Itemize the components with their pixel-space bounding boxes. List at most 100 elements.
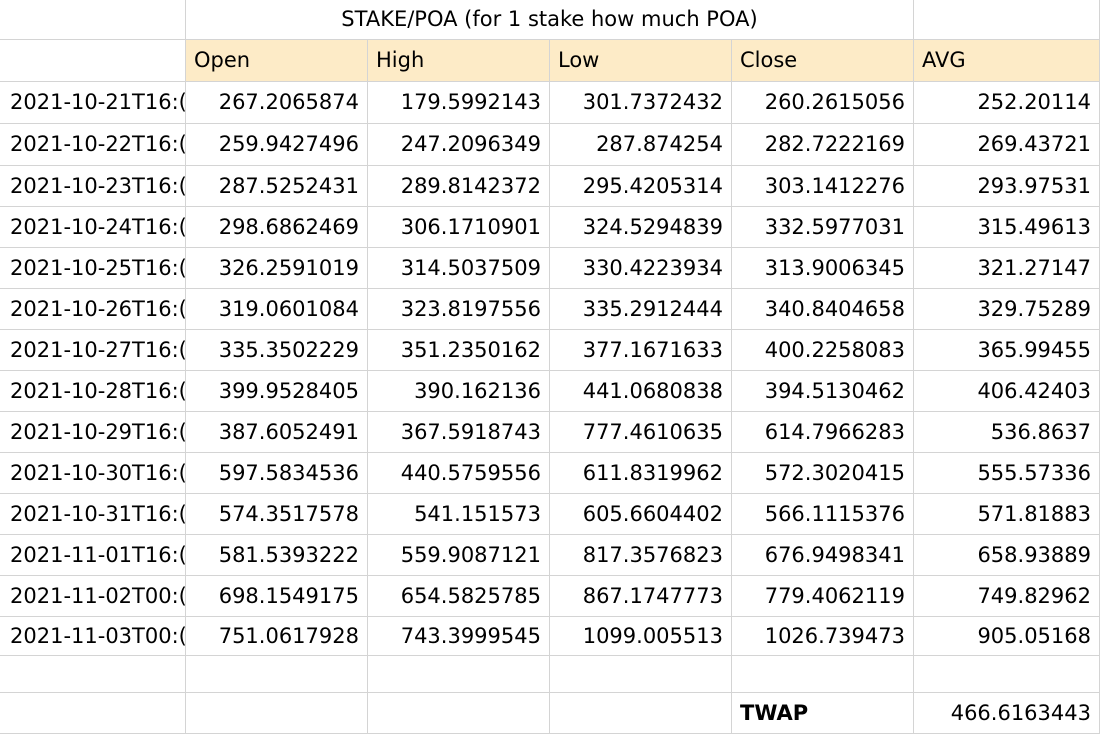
cell-empty[interactable] (914, 656, 1100, 693)
value-cell[interactable]: 1026.739473 (732, 617, 914, 656)
value-cell[interactable]: 289.8142372 (368, 166, 550, 207)
value-cell[interactable]: 566.1115376 (732, 494, 914, 535)
value-cell[interactable]: 441.0680838 (550, 371, 732, 412)
date-cell[interactable]: 2021-10-29T16:( (0, 412, 186, 453)
value-cell[interactable]: 303.1412276 (732, 166, 914, 207)
value-cell[interactable]: 779.4062119 (732, 576, 914, 617)
value-cell[interactable]: 269.43721 (914, 124, 1100, 166)
cell-empty[interactable] (186, 656, 368, 693)
value-cell[interactable]: 698.1549175 (186, 576, 368, 617)
cell-empty[interactable] (368, 693, 550, 734)
value-cell[interactable]: 282.7222169 (732, 124, 914, 166)
value-cell[interactable]: 332.5977031 (732, 207, 914, 248)
cell-empty[interactable] (550, 656, 732, 693)
value-cell[interactable]: 319.0601084 (186, 289, 368, 330)
date-cell[interactable]: 2021-10-30T16:( (0, 453, 186, 494)
value-cell[interactable]: 654.5825785 (368, 576, 550, 617)
value-cell[interactable]: 572.3020415 (732, 453, 914, 494)
value-cell[interactable]: 817.3576823 (550, 535, 732, 576)
value-cell[interactable]: 399.9528405 (186, 371, 368, 412)
value-cell[interactable]: 559.9087121 (368, 535, 550, 576)
value-cell[interactable]: 658.93889 (914, 535, 1100, 576)
value-cell[interactable]: 321.27147 (914, 248, 1100, 289)
date-cell[interactable]: 2021-10-22T16:( (0, 124, 186, 166)
value-cell[interactable]: 252.20114 (914, 82, 1100, 124)
value-cell[interactable]: 340.8404658 (732, 289, 914, 330)
column-header-low[interactable]: Low (550, 40, 732, 82)
cell-empty[interactable] (914, 0, 1100, 40)
value-cell[interactable]: 581.5393222 (186, 535, 368, 576)
date-cell[interactable]: 2021-11-02T00:( (0, 576, 186, 617)
cell-empty[interactable] (0, 40, 186, 82)
date-cell[interactable]: 2021-10-24T16:( (0, 207, 186, 248)
date-cell[interactable]: 2021-10-23T16:( (0, 166, 186, 207)
value-cell[interactable]: 541.151573 (368, 494, 550, 535)
value-cell[interactable]: 298.6862469 (186, 207, 368, 248)
value-cell[interactable]: 387.6052491 (186, 412, 368, 453)
date-cell[interactable]: 2021-10-26T16:( (0, 289, 186, 330)
value-cell[interactable]: 313.9006345 (732, 248, 914, 289)
value-cell[interactable]: 335.3502229 (186, 330, 368, 371)
value-cell[interactable]: 377.1671633 (550, 330, 732, 371)
value-cell[interactable]: 1099.005513 (550, 617, 732, 656)
date-cell[interactable]: 2021-10-21T16:( (0, 82, 186, 124)
value-cell[interactable]: 315.49613 (914, 207, 1100, 248)
value-cell[interactable]: 406.42403 (914, 371, 1100, 412)
cell-empty[interactable] (0, 0, 186, 40)
value-cell[interactable]: 330.4223934 (550, 248, 732, 289)
value-cell[interactable]: 329.75289 (914, 289, 1100, 330)
column-header-close[interactable]: Close (732, 40, 914, 82)
value-cell[interactable]: 777.4610635 (550, 412, 732, 453)
value-cell[interactable]: 676.9498341 (732, 535, 914, 576)
value-cell[interactable]: 905.05168 (914, 617, 1100, 656)
date-cell[interactable]: 2021-10-31T16:( (0, 494, 186, 535)
value-cell[interactable]: 571.81883 (914, 494, 1100, 535)
value-cell[interactable]: 306.1710901 (368, 207, 550, 248)
value-cell[interactable]: 574.3517578 (186, 494, 368, 535)
value-cell[interactable]: 260.2615056 (732, 82, 914, 124)
sheet-title-cell[interactable]: STAKE/POA (for 1 stake how much POA) (186, 0, 914, 40)
date-cell[interactable]: 2021-11-01T16:( (0, 535, 186, 576)
value-cell[interactable]: 400.2258083 (732, 330, 914, 371)
value-cell[interactable]: 605.6604402 (550, 494, 732, 535)
value-cell[interactable]: 749.82962 (914, 576, 1100, 617)
column-header-avg[interactable]: AVG (914, 40, 1100, 82)
value-cell[interactable]: 324.5294839 (550, 207, 732, 248)
value-cell[interactable]: 314.5037509 (368, 248, 550, 289)
date-cell[interactable]: 2021-10-28T16:( (0, 371, 186, 412)
date-cell[interactable]: 2021-10-25T16:( (0, 248, 186, 289)
value-cell[interactable]: 179.5992143 (368, 82, 550, 124)
value-cell[interactable]: 326.2591019 (186, 248, 368, 289)
cell-empty[interactable] (732, 656, 914, 693)
value-cell[interactable]: 743.3999545 (368, 617, 550, 656)
cell-empty[interactable] (550, 693, 732, 734)
twap-label-cell[interactable]: TWAP (732, 693, 914, 734)
value-cell[interactable]: 611.8319962 (550, 453, 732, 494)
value-cell[interactable]: 247.2096349 (368, 124, 550, 166)
value-cell[interactable]: 295.4205314 (550, 166, 732, 207)
value-cell[interactable]: 259.9427496 (186, 124, 368, 166)
column-header-high[interactable]: High (368, 40, 550, 82)
cell-empty[interactable] (0, 656, 186, 693)
value-cell[interactable]: 597.5834536 (186, 453, 368, 494)
date-cell[interactable]: 2021-10-27T16:( (0, 330, 186, 371)
value-cell[interactable]: 365.99455 (914, 330, 1100, 371)
value-cell[interactable]: 867.1747773 (550, 576, 732, 617)
value-cell[interactable]: 267.2065874 (186, 82, 368, 124)
date-cell[interactable]: 2021-11-03T00:( (0, 617, 186, 656)
cell-empty[interactable] (0, 693, 186, 734)
twap-value-cell[interactable]: 466.6163443 (914, 693, 1100, 734)
value-cell[interactable]: 351.2350162 (368, 330, 550, 371)
value-cell[interactable]: 287.5252431 (186, 166, 368, 207)
value-cell[interactable]: 323.8197556 (368, 289, 550, 330)
value-cell[interactable]: 287.874254 (550, 124, 732, 166)
value-cell[interactable]: 293.97531 (914, 166, 1100, 207)
value-cell[interactable]: 536.8637 (914, 412, 1100, 453)
cell-empty[interactable] (368, 656, 550, 693)
value-cell[interactable]: 367.5918743 (368, 412, 550, 453)
value-cell[interactable]: 301.7372432 (550, 82, 732, 124)
value-cell[interactable]: 390.162136 (368, 371, 550, 412)
value-cell[interactable]: 440.5759556 (368, 453, 550, 494)
value-cell[interactable]: 614.7966283 (732, 412, 914, 453)
value-cell[interactable]: 751.0617928 (186, 617, 368, 656)
